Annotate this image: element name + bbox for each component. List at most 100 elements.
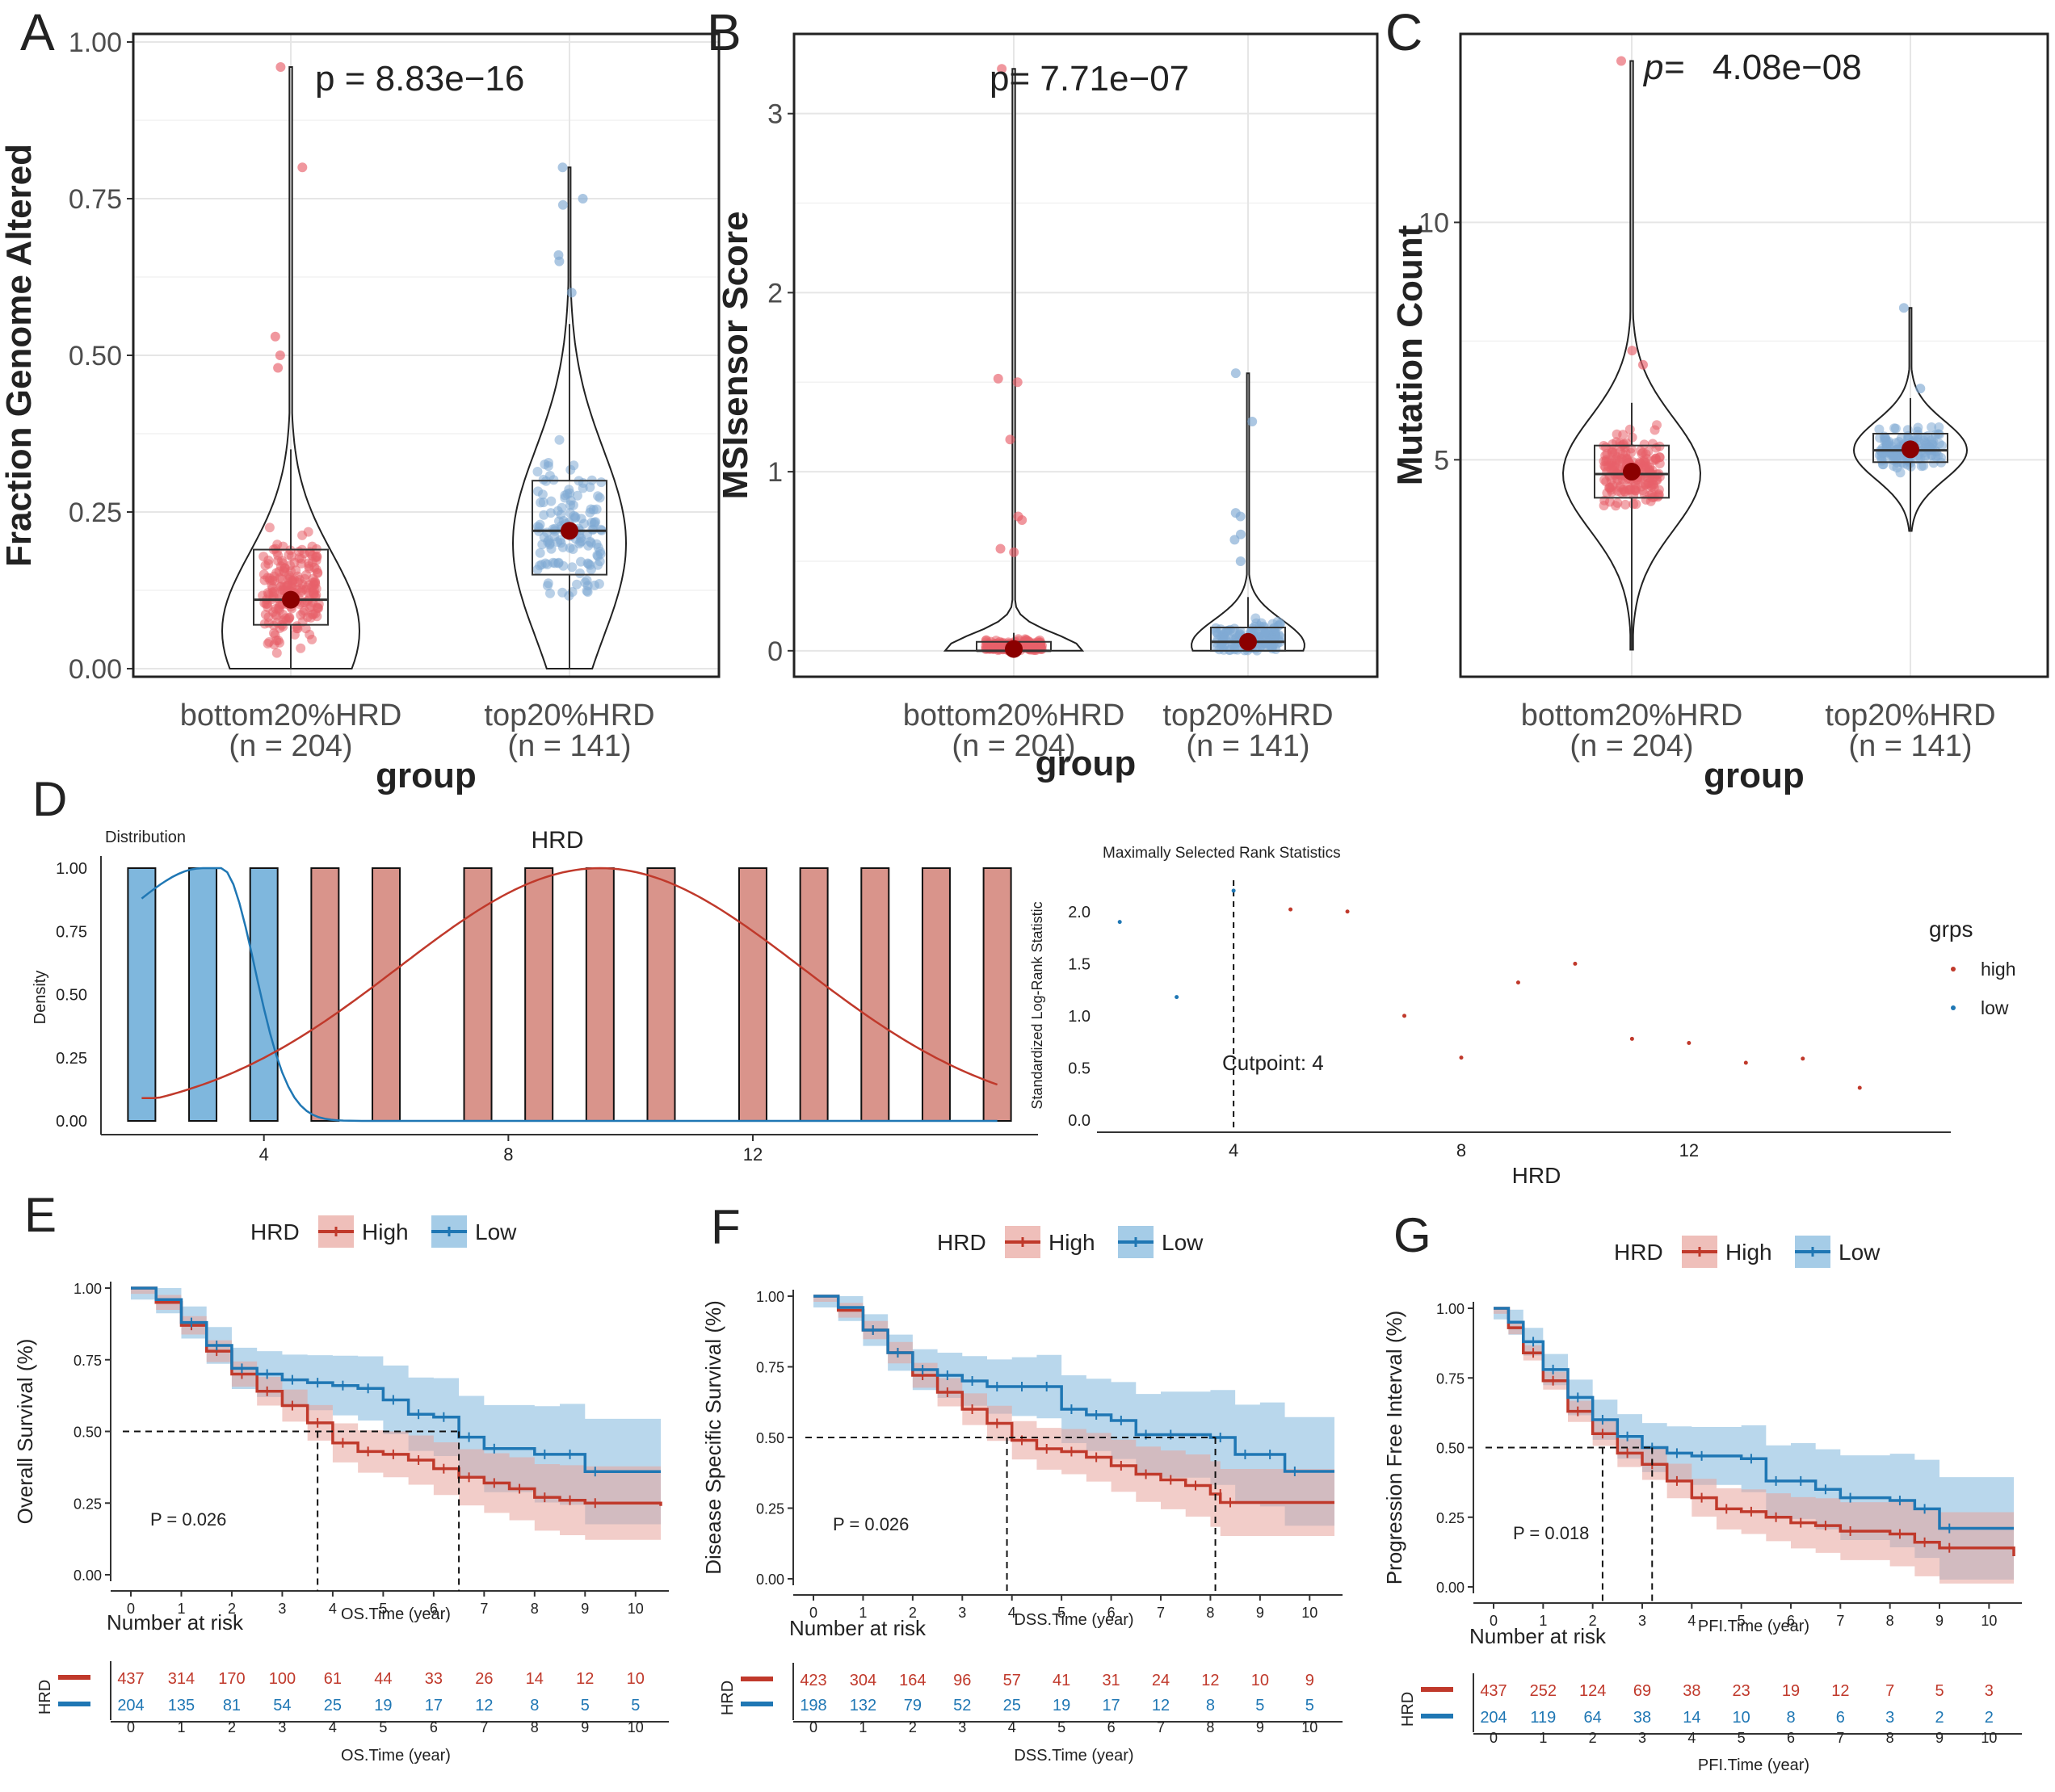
jitter-point (307, 557, 317, 568)
risk-low-count: 25 (324, 1697, 342, 1714)
plot-border (792, 32, 1379, 678)
p-value: P = 0.018 (1513, 1523, 1589, 1543)
risk-high-count: 14 (526, 1670, 544, 1688)
risk-x-tick-label: 10 (628, 1719, 644, 1735)
risk-low-count: 8 (1786, 1709, 1795, 1727)
risk-x-tick-label: 10 (1301, 1719, 1317, 1735)
x-tick-label: 5 (1057, 1605, 1065, 1621)
risk-high-count: 24 (1152, 1672, 1170, 1689)
x-tick-label: 5 (379, 1601, 387, 1617)
outlier-point (578, 194, 588, 204)
jitter-point (1645, 462, 1655, 472)
plot-border (132, 32, 721, 678)
panel-label-G: G (1393, 1208, 1431, 1262)
x-tick-label: 6 (430, 1601, 438, 1617)
panel-A: 0.00 0.25 0.50 0.75 1.00 bottom20%HRD(n = 204… (0, 27, 721, 795)
x-tick-label: 8 (1886, 1613, 1894, 1629)
jitter-point (545, 588, 555, 598)
y-axis-title: Progression Free Interval (%) (1382, 1311, 1406, 1585)
jitter-point (1267, 633, 1277, 643)
jitter-point (307, 634, 317, 644)
risk-x-tick-label: 5 (379, 1719, 387, 1735)
y-tick-label: 2.0 (1068, 904, 1091, 921)
x-tick-label: 4 (1229, 1140, 1238, 1160)
jitter-point (1600, 462, 1611, 472)
ci-band-high (813, 1296, 1334, 1544)
jitter-point (1609, 464, 1619, 474)
jitter-point (312, 602, 322, 613)
y-tick-label: 1.00 (69, 27, 122, 58)
outlier-point (1637, 359, 1648, 370)
y-tick-label: 0.50 (74, 1425, 102, 1441)
x-tick-count: (n = 141) (1848, 729, 1972, 763)
risk-x-axis-title: PFI.Time (year) (1698, 1756, 1809, 1774)
x-axis-title: DSS.Time (year) (1014, 1611, 1133, 1629)
jitter-point (532, 467, 543, 476)
jitter-point (586, 504, 596, 514)
x-tick-label: 4 (1008, 1605, 1016, 1621)
violin (943, 68, 1085, 652)
outlier-point (995, 543, 1006, 554)
x-tick-label: 1 (859, 1605, 867, 1621)
outlier-point (1235, 511, 1246, 522)
x-tick-label: 0 (1490, 1613, 1498, 1629)
x-tick-label: 7 (480, 1601, 488, 1617)
jitter-point (1625, 485, 1636, 495)
jitter-point (543, 578, 553, 589)
density-curve-high (141, 867, 998, 1100)
x-tick-label: 8 (503, 1144, 513, 1165)
jitter-point (582, 585, 592, 596)
jitter-point (1934, 422, 1944, 432)
risk-low-count: 204 (1480, 1709, 1507, 1727)
x-tick-count: (n = 204) (952, 729, 1075, 763)
risk-low-count: 19 (1053, 1697, 1070, 1714)
risk-low-count: 2 (1985, 1709, 1994, 1727)
outlier-point (1616, 56, 1627, 66)
risk-high-count: 437 (1480, 1682, 1507, 1700)
x-tick-label: top20%HRD (1162, 699, 1333, 732)
x-tick-label: 5 (1738, 1613, 1746, 1629)
x-tick-count: (n = 204) (229, 729, 352, 763)
outlier-point (993, 373, 1003, 384)
violin (1852, 307, 1969, 532)
jitter-point (1650, 453, 1661, 464)
jitter-point (289, 629, 300, 640)
risk-low-count: 19 (374, 1697, 392, 1714)
legend-label: high (1981, 959, 2015, 980)
scatter-point (1402, 1014, 1407, 1018)
risk-x-tick-label: 6 (1107, 1719, 1116, 1735)
risk-low-count: 198 (800, 1697, 826, 1714)
jitter-point (595, 556, 605, 567)
hist-bar (372, 867, 401, 1122)
jitter-point (574, 568, 585, 578)
risk-high-count: 57 (1003, 1672, 1021, 1689)
mean-point (1623, 463, 1641, 481)
box (532, 480, 607, 576)
y-tick-label: 0.25 (69, 497, 122, 528)
km-curve-low (813, 1295, 1334, 1473)
jitter-point (535, 548, 545, 558)
y-tick-label: 0.75 (69, 184, 122, 215)
risk-high-count: 26 (475, 1670, 493, 1688)
risk-x-tick-label: 7 (1836, 1730, 1844, 1746)
risk-low-count: 25 (1003, 1697, 1021, 1714)
risk-high-count: 304 (850, 1672, 876, 1689)
jitter-point (554, 516, 564, 527)
risk-low-count: 79 (904, 1697, 922, 1714)
jitter-point (562, 489, 573, 499)
jitter-point (297, 530, 308, 540)
risk-x-tick-label: 8 (1206, 1719, 1214, 1735)
chart-title: Maximally Selected Rank Statistics (1103, 845, 1341, 862)
y-tick-label: 0.0 (1068, 1112, 1091, 1130)
risk-low-count: 17 (425, 1697, 443, 1714)
risk-low-count: 38 (1633, 1709, 1651, 1727)
risk-low-count: 5 (1305, 1697, 1314, 1714)
jitter-point (557, 502, 567, 513)
jitter-point (263, 618, 274, 628)
risk-low-count: 54 (273, 1697, 291, 1714)
risk-x-tick-label: 2 (228, 1719, 236, 1735)
jitter-point (543, 536, 553, 547)
y-tick-label: 2 (767, 278, 783, 308)
x-tick-label: 3 (278, 1601, 286, 1617)
